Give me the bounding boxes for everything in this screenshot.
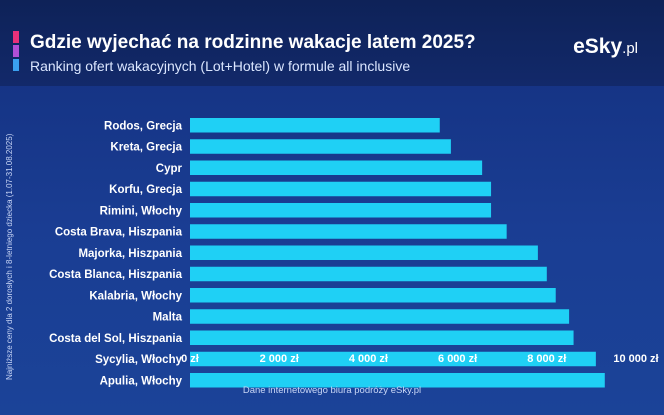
category-label: Korfu, Grecja — [109, 184, 182, 196]
bar — [190, 266, 547, 282]
category-label: Costa del Sol, Hiszpania — [49, 333, 183, 345]
category-label: Cypr — [156, 163, 183, 175]
bar — [190, 203, 492, 218]
category-label: Majorka, Hiszpania — [78, 248, 182, 260]
chart-subtitle: Ranking ofert wakacyjnych (Lot+Hotel) w … — [30, 58, 411, 74]
bar — [190, 139, 451, 154]
header-band: Gdzie wyjechać na rodzinne wakacje latem… — [0, 0, 664, 86]
bar — [190, 330, 574, 345]
accent-bar-purple — [13, 45, 19, 57]
category-label: Kreta, Grecja — [110, 142, 182, 154]
accent-bar-pink — [13, 31, 19, 43]
x-tick-label: 8 000 zł — [527, 353, 566, 365]
category-label: Rimini, Włochy — [100, 205, 183, 217]
category-label: Sycylia, Włochy — [95, 354, 183, 366]
x-tick-label: 6 000 zł — [438, 353, 477, 365]
logo-tld: .pl — [622, 40, 638, 57]
category-label: Malta — [153, 312, 183, 324]
source-footer: Dane internetowego biura podróży eSky.pl — [242, 385, 422, 396]
category-label: Costa Blanca, Hiszpania — [49, 269, 183, 281]
esky-logo: eSky.pl — [573, 35, 638, 59]
bar — [190, 224, 507, 239]
category-label: Apulia, Włochy — [100, 375, 183, 387]
bar — [190, 309, 570, 324]
category-label: Rodos, Grecja — [104, 120, 183, 132]
x-tick-label: 0 zł — [181, 353, 199, 365]
bar — [190, 288, 556, 303]
x-tick-label: 10 000 zł — [613, 353, 658, 365]
accent-bar-blue — [13, 59, 19, 71]
bar — [190, 245, 538, 260]
logo-main: eSky — [573, 35, 623, 58]
bar — [190, 181, 492, 197]
bar — [190, 351, 596, 367]
chart-title: Gdzie wyjechać na rodzinne wakacje latem… — [30, 32, 476, 53]
bar — [190, 160, 483, 175]
category-label: Costa Brava, Hiszpania — [55, 227, 183, 239]
category-label: Kalabria, Włochy — [89, 290, 182, 302]
bar — [190, 373, 605, 388]
x-tick-label: 4 000 zł — [349, 353, 388, 365]
bar — [190, 118, 440, 133]
x-tick-label: 2 000 zł — [260, 353, 299, 365]
